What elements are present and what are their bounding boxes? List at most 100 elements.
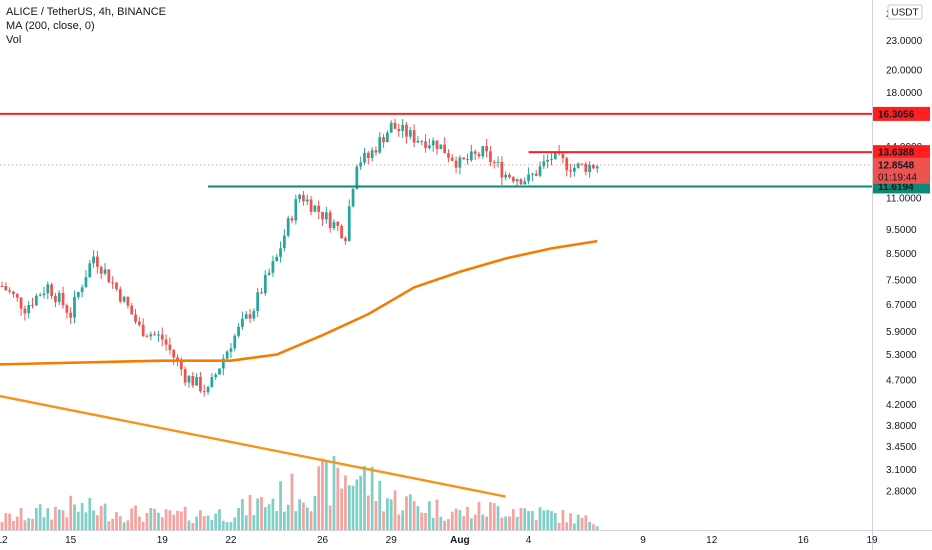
candle-body bbox=[550, 159, 553, 161]
candle-body bbox=[157, 334, 160, 336]
volume-bar bbox=[218, 509, 221, 530]
volume-bar bbox=[141, 521, 145, 530]
volume-bar bbox=[179, 511, 183, 530]
volume-bar bbox=[54, 506, 57, 530]
candle-body bbox=[42, 293, 46, 296]
candle-body bbox=[462, 157, 466, 160]
volume-bar bbox=[164, 509, 168, 530]
resistance-price-label: 16.3056 bbox=[873, 106, 930, 121]
price-tick: 11.0000 bbox=[886, 194, 922, 205]
volume-bar bbox=[378, 480, 382, 530]
volume-bar bbox=[160, 517, 164, 530]
candle-body bbox=[191, 375, 195, 386]
volume-bar bbox=[489, 502, 492, 530]
volume-bar bbox=[153, 508, 157, 530]
ma-legend: MA (200, close, 0) bbox=[6, 20, 95, 32]
candle-body bbox=[218, 368, 221, 375]
candle-body bbox=[519, 179, 523, 185]
date-tick: Aug bbox=[450, 535, 469, 546]
volume-bar bbox=[389, 499, 393, 530]
price-label-box bbox=[873, 145, 930, 160]
candle-body bbox=[233, 335, 237, 349]
candle-body bbox=[317, 205, 321, 212]
candle-body bbox=[118, 289, 122, 302]
volume-bar bbox=[76, 511, 80, 530]
candle-body bbox=[328, 212, 332, 229]
candle-body bbox=[214, 374, 218, 378]
candle-body bbox=[241, 318, 244, 327]
date-tick: 12 bbox=[706, 535, 718, 546]
candle-body bbox=[500, 161, 504, 178]
volume-bar bbox=[172, 514, 176, 530]
volume-bar bbox=[340, 488, 343, 530]
volume-bar bbox=[12, 520, 15, 530]
volume-bar bbox=[260, 496, 263, 530]
candle-body bbox=[176, 357, 179, 361]
volume-bar bbox=[588, 522, 592, 530]
candle-body bbox=[210, 377, 214, 388]
volume-bar bbox=[412, 501, 416, 530]
volume-bar bbox=[565, 522, 569, 530]
date-tick: 29 bbox=[386, 535, 398, 546]
volume-bar bbox=[534, 519, 538, 530]
candle-body bbox=[489, 151, 492, 163]
volume-bar bbox=[65, 517, 69, 530]
volume-bar bbox=[92, 510, 95, 530]
candle-body bbox=[355, 166, 359, 189]
candle-body bbox=[164, 339, 168, 345]
volume-bar bbox=[405, 496, 408, 530]
ma200-line bbox=[0, 239, 598, 366]
volume-bar bbox=[469, 518, 473, 530]
volume-bar bbox=[202, 516, 206, 530]
volume-bar bbox=[80, 502, 84, 530]
volume-bar bbox=[527, 511, 530, 530]
volume-bar bbox=[149, 508, 153, 530]
volume-bar bbox=[0, 522, 4, 530]
candle-body bbox=[92, 256, 95, 264]
volume-bar bbox=[542, 510, 546, 530]
candle-body bbox=[153, 334, 157, 336]
candle-body bbox=[427, 145, 431, 149]
candle-body bbox=[172, 349, 176, 358]
volume-bar bbox=[241, 499, 244, 530]
candle-body bbox=[309, 199, 313, 212]
volume-bar bbox=[214, 513, 218, 530]
candle-body bbox=[531, 173, 534, 175]
candle-body bbox=[523, 181, 527, 185]
candle-body bbox=[588, 164, 592, 172]
candle-body bbox=[4, 286, 8, 291]
candle-body bbox=[134, 314, 137, 322]
volume-bar bbox=[126, 520, 130, 530]
candle-body bbox=[168, 344, 172, 350]
candle-body bbox=[298, 194, 302, 200]
volume-bar bbox=[355, 479, 359, 530]
volume-bar bbox=[382, 511, 385, 530]
candle-body bbox=[424, 141, 427, 149]
candle-body bbox=[561, 153, 565, 159]
candle-body bbox=[126, 296, 130, 306]
volume-bar bbox=[137, 516, 141, 530]
volume-bar bbox=[111, 518, 115, 530]
candle-body bbox=[115, 282, 118, 290]
volume-bar bbox=[550, 511, 553, 530]
candle-body bbox=[420, 140, 424, 142]
volume-bar bbox=[321, 458, 324, 530]
volume-bar bbox=[496, 506, 500, 530]
volume-bar bbox=[557, 522, 561, 530]
candle-body bbox=[229, 348, 233, 352]
candle-body bbox=[485, 146, 488, 152]
volume-bar bbox=[416, 506, 420, 530]
candle-body bbox=[111, 282, 115, 284]
candle-body bbox=[8, 290, 12, 292]
volume-bar bbox=[252, 515, 256, 530]
candle-body bbox=[279, 248, 282, 257]
volume-bar bbox=[279, 481, 282, 530]
volume-bar bbox=[595, 526, 599, 530]
candle-body bbox=[263, 274, 267, 294]
candle-body bbox=[534, 173, 538, 176]
candle-body bbox=[130, 305, 134, 315]
volume-bar bbox=[157, 512, 160, 530]
candle-body bbox=[431, 140, 435, 146]
price-label-text: 16.3056 bbox=[878, 109, 915, 120]
